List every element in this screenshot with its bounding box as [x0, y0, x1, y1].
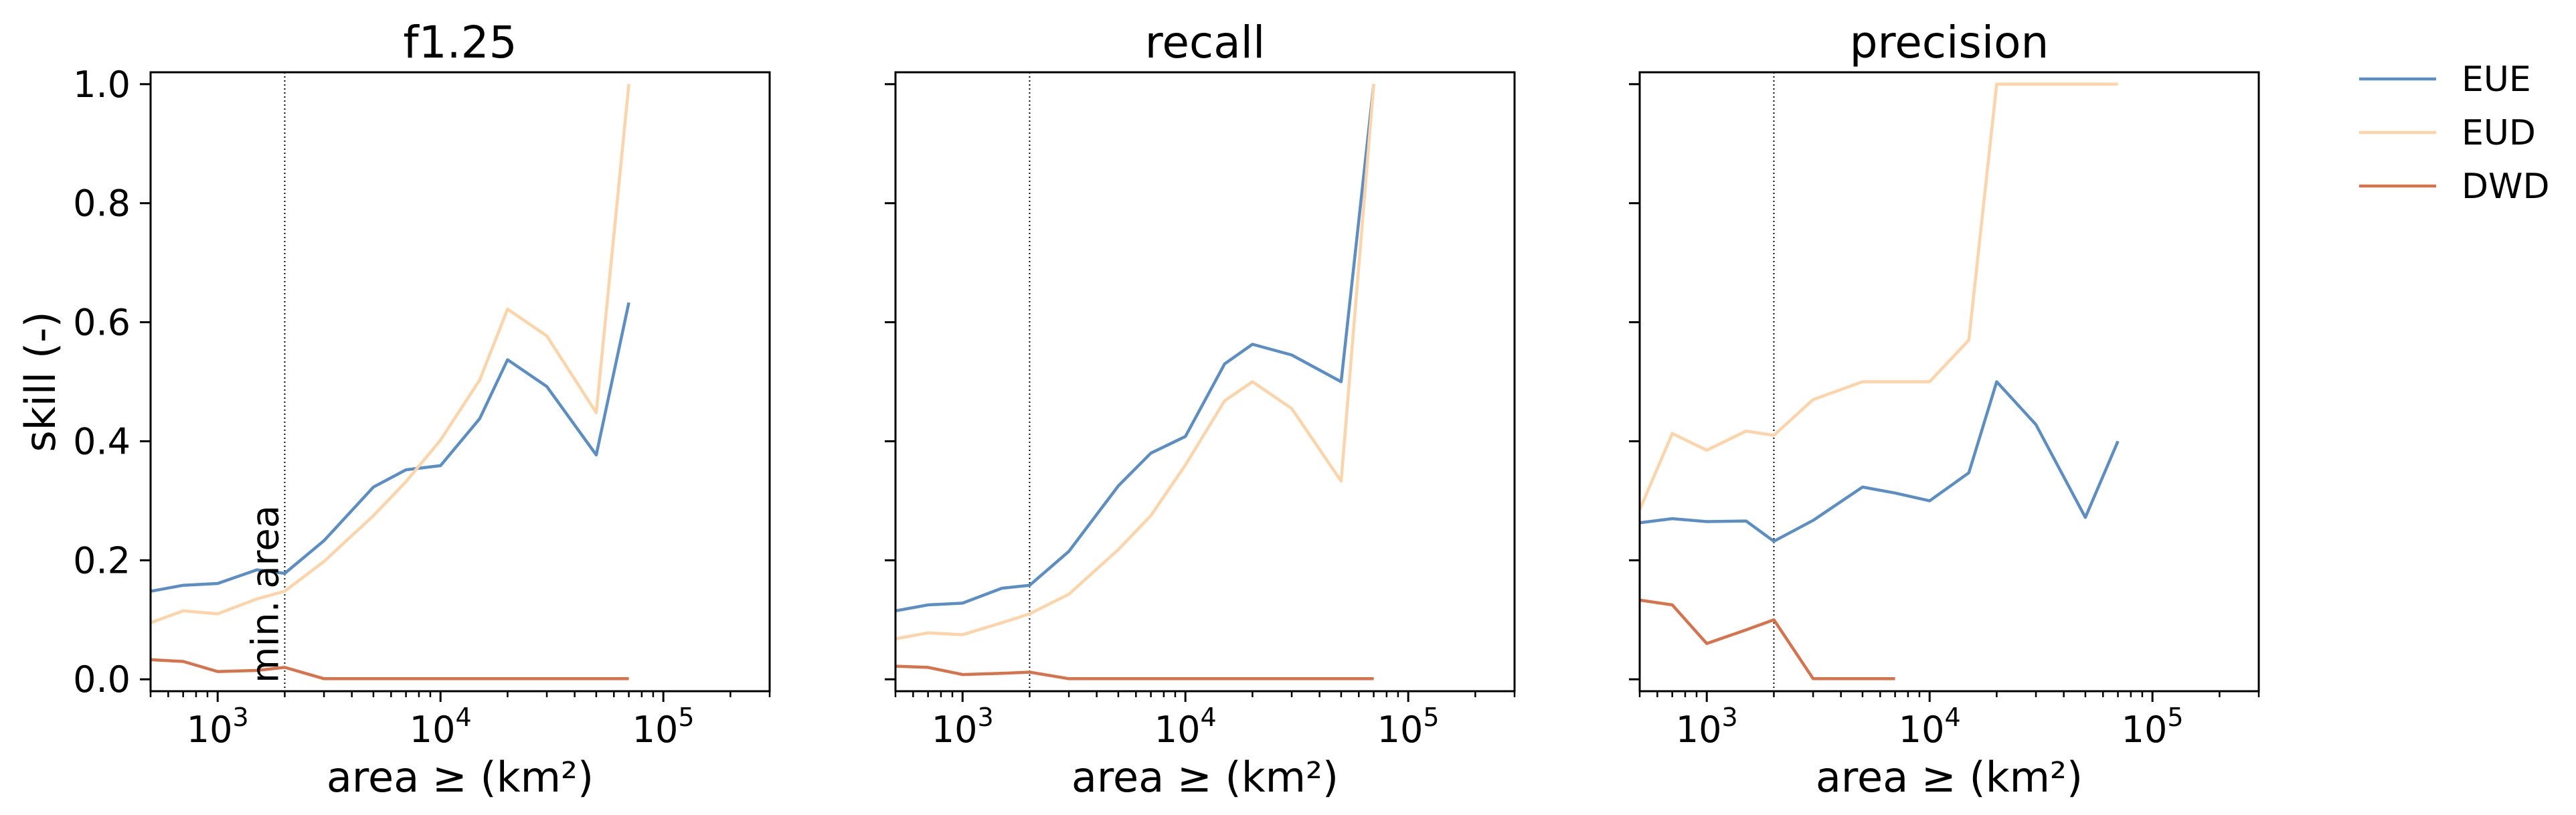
x-tick-label: 103: [932, 703, 994, 751]
x-tick-mantissa: 10: [1377, 709, 1424, 751]
min-area-label: min. area: [244, 505, 287, 683]
series-line-dwd: [895, 664, 1374, 681]
y-axis-label: skill (-): [16, 311, 65, 452]
legend-label-eue: EUE: [2462, 60, 2531, 100]
x-tick-exponent: 3: [232, 703, 248, 732]
legend-label-dwd: DWD: [2462, 167, 2550, 207]
panel-title: precision: [1850, 17, 2049, 68]
x-axis-label: area ≥ (km²): [1071, 753, 1339, 802]
legend-label-eud: EUD: [2462, 113, 2536, 153]
axes-frame: [894, 71, 1516, 693]
x-tick-mantissa: 10: [410, 709, 456, 751]
x-tick-mantissa: 10: [1899, 709, 1945, 751]
x-tick-label: 103: [187, 703, 249, 751]
x-tick-mantissa: 10: [1154, 709, 1201, 751]
x-tick-label: 104: [1899, 703, 1961, 751]
x-tick-exponent: 5: [678, 703, 694, 732]
x-tick-label: 103: [1676, 703, 1738, 751]
x-tick-exponent: 3: [1721, 703, 1737, 732]
series-line-eue: [895, 84, 1375, 613]
y-tick-label: 0.4: [73, 420, 131, 462]
x-tick-label: 104: [1154, 703, 1217, 751]
series-line-eud: [895, 84, 1375, 640]
x-axis-label: area ≥ (km²): [327, 753, 594, 802]
y-tick-label: 0.0: [73, 658, 131, 701]
series-line-dwd: [151, 658, 629, 681]
x-tick-label: 104: [410, 703, 472, 751]
x-tick-mantissa: 10: [2122, 709, 2168, 751]
y-tick-label: 0.8: [73, 183, 131, 225]
y-tick-label: 0.2: [73, 539, 131, 581]
y-tick-label: 1.0: [73, 64, 131, 106]
panel-title: recall: [1145, 17, 1266, 68]
x-tick-mantissa: 10: [1676, 709, 1722, 751]
series-line-eud: [1640, 82, 2118, 511]
x-tick-mantissa: 10: [932, 709, 978, 751]
x-tick-mantissa: 10: [632, 709, 679, 751]
x-tick-exponent: 4: [1200, 703, 1216, 732]
legend: EUE EUD DWD: [2359, 60, 2550, 207]
x-axis-label: area ≥ (km²): [1816, 753, 2083, 802]
x-tick-label: 105: [632, 703, 695, 751]
x-tick-exponent: 4: [1944, 703, 1960, 732]
series-line-eue: [1640, 380, 2120, 543]
x-tick-exponent: 5: [1423, 703, 1439, 732]
axes-frame: [1638, 71, 2260, 693]
x-tick-exponent: 3: [977, 703, 993, 732]
x-tick-label: 105: [2122, 703, 2184, 751]
x-tick-exponent: 5: [2167, 703, 2183, 732]
y-tick-label: 0.6: [73, 302, 131, 344]
series-line-eue: [151, 302, 630, 593]
x-tick-mantissa: 10: [187, 709, 233, 751]
axes-frame: [149, 71, 771, 693]
x-tick-exponent: 4: [455, 703, 471, 732]
series-line-dwd: [1640, 598, 1895, 681]
series-line-eud: [151, 84, 630, 624]
x-tick-label: 105: [1377, 703, 1440, 751]
panel-title: f1.25: [403, 17, 517, 68]
